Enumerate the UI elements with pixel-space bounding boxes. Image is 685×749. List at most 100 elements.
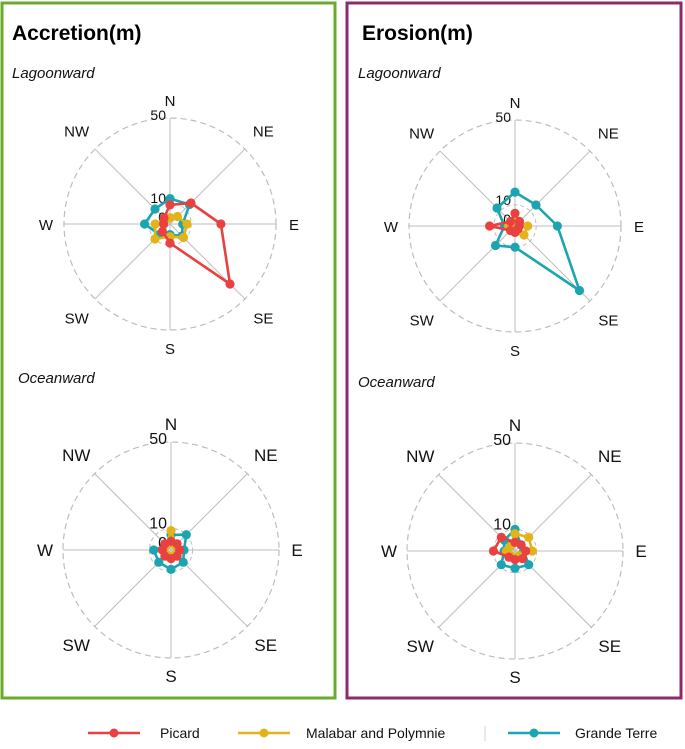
radial-tick-10: 10: [149, 515, 167, 532]
legend-picard-label: Picard: [160, 725, 200, 741]
direction-label-s: S: [510, 343, 520, 360]
data-point-grande-terre-n: [165, 194, 175, 204]
direction-label-n: N: [510, 95, 521, 112]
data-point-malabar-and-polymnie-ne: [172, 211, 183, 222]
data-point-grande-terre-se: [574, 285, 585, 296]
legend-grande-terre-marker: [529, 728, 539, 738]
data-point-grande-terre-ne: [531, 200, 541, 210]
data-point-picard-se: [225, 279, 235, 289]
data-point-picard-nw: [160, 539, 170, 549]
data-point-grande-terre-w: [149, 545, 159, 555]
direction-label-e: E: [634, 219, 644, 236]
data-point-grande-terre-nw: [150, 204, 160, 214]
direction-label-n: N: [165, 93, 176, 110]
data-point-picard-sw: [157, 226, 168, 237]
data-point-grande-terre-n: [510, 187, 520, 197]
radial-tick-50: 50: [149, 431, 167, 448]
direction-label-ne: NE: [253, 124, 274, 141]
erosion-oceanward-subtitle: Oceanward: [358, 374, 435, 391]
legend: Picard Malabar and Polymnie Grande Terre: [88, 725, 657, 741]
data-point-malabar-and-polymnie-se: [178, 232, 189, 243]
radial-tick-10: 10: [495, 192, 511, 208]
data-point-grande-terre-sw: [154, 557, 164, 567]
direction-label-e: E: [635, 542, 646, 561]
data-point-grande-terre-e: [552, 221, 563, 231]
direction-label-nw: NW: [409, 126, 435, 143]
data-point-malabar-and-polymnie-n: [166, 526, 176, 536]
direction-label-ne: NE: [598, 447, 622, 466]
direction-label-nw: NW: [406, 447, 434, 466]
data-point-malabar-and-polymnie-sw: [150, 234, 160, 244]
erosion-oceanward-radar: NNEESESSWWNW01050: [381, 416, 647, 687]
direction-label-sw: SW: [63, 636, 90, 655]
data-point-malabar-and-polymnie-e: [527, 546, 537, 556]
data-point-grande-terre-sw: [496, 560, 506, 570]
legend-malabar-marker: [259, 728, 269, 738]
data-point-picard-n: [510, 208, 520, 218]
data-point-malabar-and-polymnie-w: [150, 219, 160, 229]
direction-label-w: W: [381, 542, 397, 561]
data-point-picard-w: [488, 546, 498, 556]
direction-label-se: SE: [254, 636, 277, 655]
direction-label-sw: SW: [65, 310, 90, 327]
legend-picard-marker: [109, 728, 119, 738]
data-point-grande-terre-se: [178, 557, 188, 567]
radial-tick-10: 10: [150, 190, 166, 206]
direction-label-w: W: [37, 541, 53, 560]
data-point-grande-terre-ne: [181, 530, 191, 540]
data-point-picard-n: [165, 200, 175, 210]
data-point-picard-nw: [496, 532, 506, 542]
accretion-oceanward-subtitle: Oceanward: [18, 370, 95, 387]
radial-tick-50: 50: [150, 107, 166, 123]
radar-spoke-ne: [170, 473, 248, 551]
erosion-panel-title: Erosion(m): [362, 22, 473, 45]
accretion-lagoonward-subtitle: Lagoonward: [12, 65, 95, 82]
data-point-malabar-and-polymnie-ne: [524, 532, 534, 542]
data-point-grande-terre-s: [510, 242, 520, 252]
data-point-malabar-and-polymnie-e: [182, 219, 192, 229]
data-point-picard-w: [485, 221, 495, 231]
direction-label-nw: NW: [62, 446, 90, 465]
data-point-grande-terre-nw: [492, 203, 502, 213]
data-point-grande-terre-s: [510, 563, 520, 573]
accretion-oceanward-radar: NNEESESSWWNW01050: [37, 415, 303, 686]
radial-tick-10: 10: [493, 516, 511, 533]
data-point-malabar-and-polymnie-se: [519, 230, 529, 240]
direction-label-n: N: [165, 415, 177, 434]
radar-spoke-nw: [94, 473, 172, 551]
radial-tick-50: 50: [495, 109, 511, 125]
direction-label-w: W: [384, 219, 399, 236]
direction-label-se: SE: [598, 312, 618, 329]
radar-spoke-ne: [169, 148, 246, 225]
radial-tick-50: 50: [493, 432, 511, 449]
data-point-grande-terre-se: [524, 560, 534, 570]
data-point-picard-e: [216, 219, 226, 229]
direction-label-sw: SW: [407, 637, 434, 656]
legend-grande-terre-label: Grande Terre: [575, 725, 657, 741]
erosion-lagoonward-radar: NNEESESSWWNW01050: [384, 95, 644, 360]
direction-label-n: N: [509, 416, 521, 435]
data-point-picard-nw: [505, 216, 516, 227]
data-point-malabar-and-polymnie-e: [523, 221, 533, 231]
radar-spoke-ne: [514, 150, 591, 227]
erosion-panel-frame: [345, 1, 683, 700]
data-point-picard-e: [521, 546, 531, 556]
direction-label-sw: SW: [410, 312, 435, 329]
direction-label-e: E: [291, 541, 302, 560]
data-point-grande-terre-s: [166, 564, 176, 575]
accretion-panel-frame: [0, 1, 337, 700]
data-point-picard-sw: [504, 552, 514, 562]
data-point-grande-terre-w: [140, 219, 150, 229]
data-point-malabar-and-polymnie-n: [510, 529, 520, 539]
direction-label-w: W: [39, 217, 54, 234]
data-point-picard-sw: [505, 225, 516, 236]
legend-malabar-label: Malabar and Polymnie: [306, 725, 446, 741]
accretion-panel-title: Accretion(m): [12, 22, 142, 45]
direction-label-nw: NW: [64, 124, 90, 141]
data-point-picard-se: [518, 554, 528, 564]
direction-label-s: S: [165, 341, 175, 358]
data-point-grande-terre-sw: [490, 240, 501, 251]
direction-label-ne: NE: [254, 446, 278, 465]
data-point-picard-nw: [159, 213, 169, 223]
